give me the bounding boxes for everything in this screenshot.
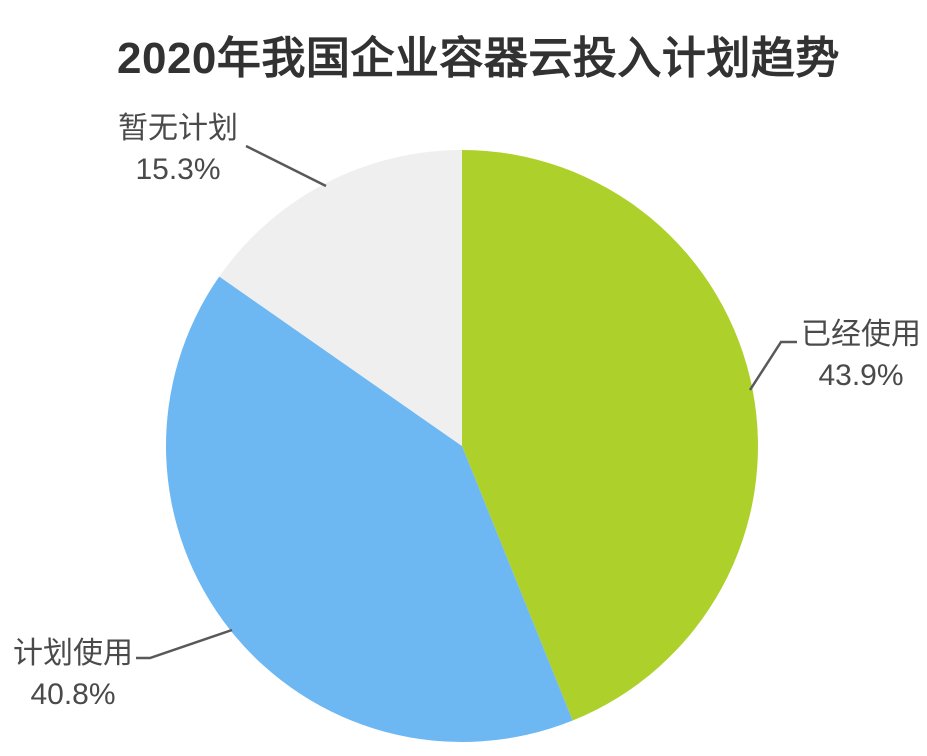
- slice-label-already-using-value: 43.9%: [818, 359, 904, 392]
- pie-slices-group: [165, 150, 758, 742]
- leader-line-plan-to-use: [136, 628, 233, 660]
- leader-line-already-using: [748, 340, 797, 391]
- slice-label-already-using: 已经使用 43.9%: [795, 314, 927, 396]
- leader-line-no-plan: [245, 144, 327, 188]
- chart-title: 2020年我国企业容器云投入计划趋势: [117, 34, 840, 83]
- slice-label-plan-to-use-value: 40.8%: [30, 678, 116, 711]
- pie-slice-no-plan: [219, 150, 462, 446]
- slice-label-plan-to-use-text: 计划使用: [13, 637, 133, 670]
- slice-label-no-plan: 暂无计划 15.3%: [108, 108, 248, 190]
- slice-label-no-plan-text: 暂无计划: [118, 112, 238, 145]
- pie-slice-already-using: [462, 150, 758, 721]
- slice-label-plan-to-use: 计划使用 40.8%: [3, 633, 143, 715]
- pie-slice-plan-to-use: [165, 276, 573, 742]
- slice-label-no-plan-value: 15.3%: [135, 153, 221, 186]
- slice-label-already-using-text: 已经使用: [801, 318, 921, 351]
